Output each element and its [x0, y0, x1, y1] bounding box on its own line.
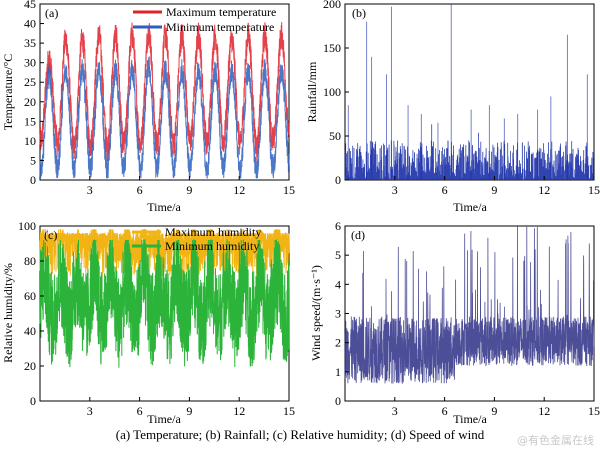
y-tick-label: 0 [335, 173, 341, 187]
x-tick-label: 12 [233, 404, 245, 418]
y-tick-label: 20 [24, 359, 36, 373]
x-tick-label: 15 [588, 404, 600, 418]
x-tick-label: 15 [588, 183, 600, 197]
y-tick-label: 4 [335, 277, 341, 291]
watermark: @有色金属在线 [517, 434, 594, 447]
y-tick-label: 30 [24, 56, 36, 70]
x-tick-label: 3 [87, 404, 93, 418]
humidity-legend: Maximum humidity Minimum humidity [132, 225, 261, 253]
y-tick-label: 60 [24, 289, 36, 303]
y-tick-label: 100 [18, 219, 36, 233]
y-tick-label: 1 [335, 365, 341, 379]
panel-label-c: (c) [44, 228, 57, 242]
y-tick-label: 25 [24, 75, 36, 89]
x-tick-label: 12 [538, 404, 550, 418]
humidity-axes: 3 6 9 12 15 0 20 40 60 80 100 [18, 219, 295, 418]
x-axis-label-b: Time/a [453, 200, 487, 214]
legend-max-temperature: Maximum temperature [166, 5, 276, 19]
series-min-humidity [39, 239, 290, 368]
series-wind-speed [344, 226, 595, 385]
panel-label-b: (b) [352, 6, 366, 20]
y-tick-label: 3 [335, 307, 341, 321]
panel-label-d: (d) [351, 228, 365, 242]
panel-label-a: (a) [45, 6, 58, 20]
x-tick-label: 9 [491, 183, 497, 197]
y-tick-label: 50 [329, 129, 341, 143]
y-axis-label-c: Relative humidity/% [1, 263, 15, 363]
x-tick-label: 3 [392, 404, 398, 418]
humidity-chart: 3 6 9 12 15 0 20 40 60 80 100 (c) Maximum humidity… [1, 219, 295, 418]
y-tick-label: 5 [335, 248, 341, 262]
x-axis-label-d: Time/a [453, 412, 487, 426]
y-tick-label: 35 [24, 36, 36, 50]
x-tick-label: 12 [233, 183, 245, 197]
figure-caption: (a) Temperature; (b) Rainfall; (c) Relat… [115, 427, 485, 442]
x-axis-label-c-visible: Time/a [147, 412, 181, 426]
y-tick-label: 6 [335, 219, 341, 233]
y-axis-label-a: Temperature/°C [1, 54, 15, 131]
x-tick-label: 6 [137, 404, 143, 418]
humidity-plot-area [39, 229, 290, 368]
x-axis-label-a: Time/a [147, 200, 181, 214]
temperature-legend: Maximum temperature Minimum temperature [133, 5, 276, 34]
series-min-temperature [39, 56, 290, 179]
y-tick-label: 40 [24, 17, 36, 31]
y-tick-label: 5 [30, 153, 36, 167]
y-tick-label: 45 [24, 0, 36, 11]
x-tick-label: 3 [87, 183, 93, 197]
x-tick-label: 9 [186, 404, 192, 418]
temperature-axes: 3 6 9 12 15 0 5 10 15 20 25 30 35 40 45 [24, 0, 295, 197]
y-tick-label: 80 [24, 254, 36, 268]
temperature-chart: 3 6 9 12 15 0 5 10 15 20 25 30 35 40 45 (a) Maximum te… [1, 0, 295, 214]
y-tick-label: 0 [335, 394, 341, 408]
x-tick-label: 9 [186, 183, 192, 197]
rainfall-bars [344, 124, 595, 180]
x-tick-label: 9 [491, 404, 497, 418]
y-tick-label: 200 [323, 0, 341, 11]
y-tick-label: 150 [323, 41, 341, 55]
y-axis-label-b: Rainfall/mm [305, 61, 319, 122]
temperature-plot-area [39, 22, 290, 179]
x-tick-label: 6 [442, 404, 448, 418]
x-tick-label: 6 [442, 183, 448, 197]
wind-speed-plot-area [344, 226, 595, 385]
y-tick-label: 100 [323, 85, 341, 99]
x-tick-label: 15 [283, 183, 295, 197]
series-max-temperature [39, 22, 290, 163]
y-tick-label: 10 [24, 134, 36, 148]
x-tick-label: 3 [392, 183, 398, 197]
rainfall-plot-area [344, 4, 595, 180]
y-tick-label: 0 [30, 173, 36, 187]
y-axis-label-d: Wind speed/(m·s⁻¹) [309, 265, 323, 361]
y-tick-label: 15 [24, 114, 36, 128]
y-tick-label: 2 [335, 336, 341, 350]
y-tick-label: 20 [24, 95, 36, 109]
y-tick-label: 40 [24, 324, 36, 338]
x-tick-label: 12 [538, 183, 550, 197]
x-tick-label: 15 [283, 404, 295, 418]
y-tick-label: 0 [30, 394, 36, 408]
legend-min-humidity: Minimum humidity [165, 239, 259, 253]
legend-min-temperature: Minimum temperature [166, 20, 274, 34]
x-tick-label: 6 [137, 183, 143, 197]
legend-max-humidity: Maximum humidity [165, 225, 261, 239]
